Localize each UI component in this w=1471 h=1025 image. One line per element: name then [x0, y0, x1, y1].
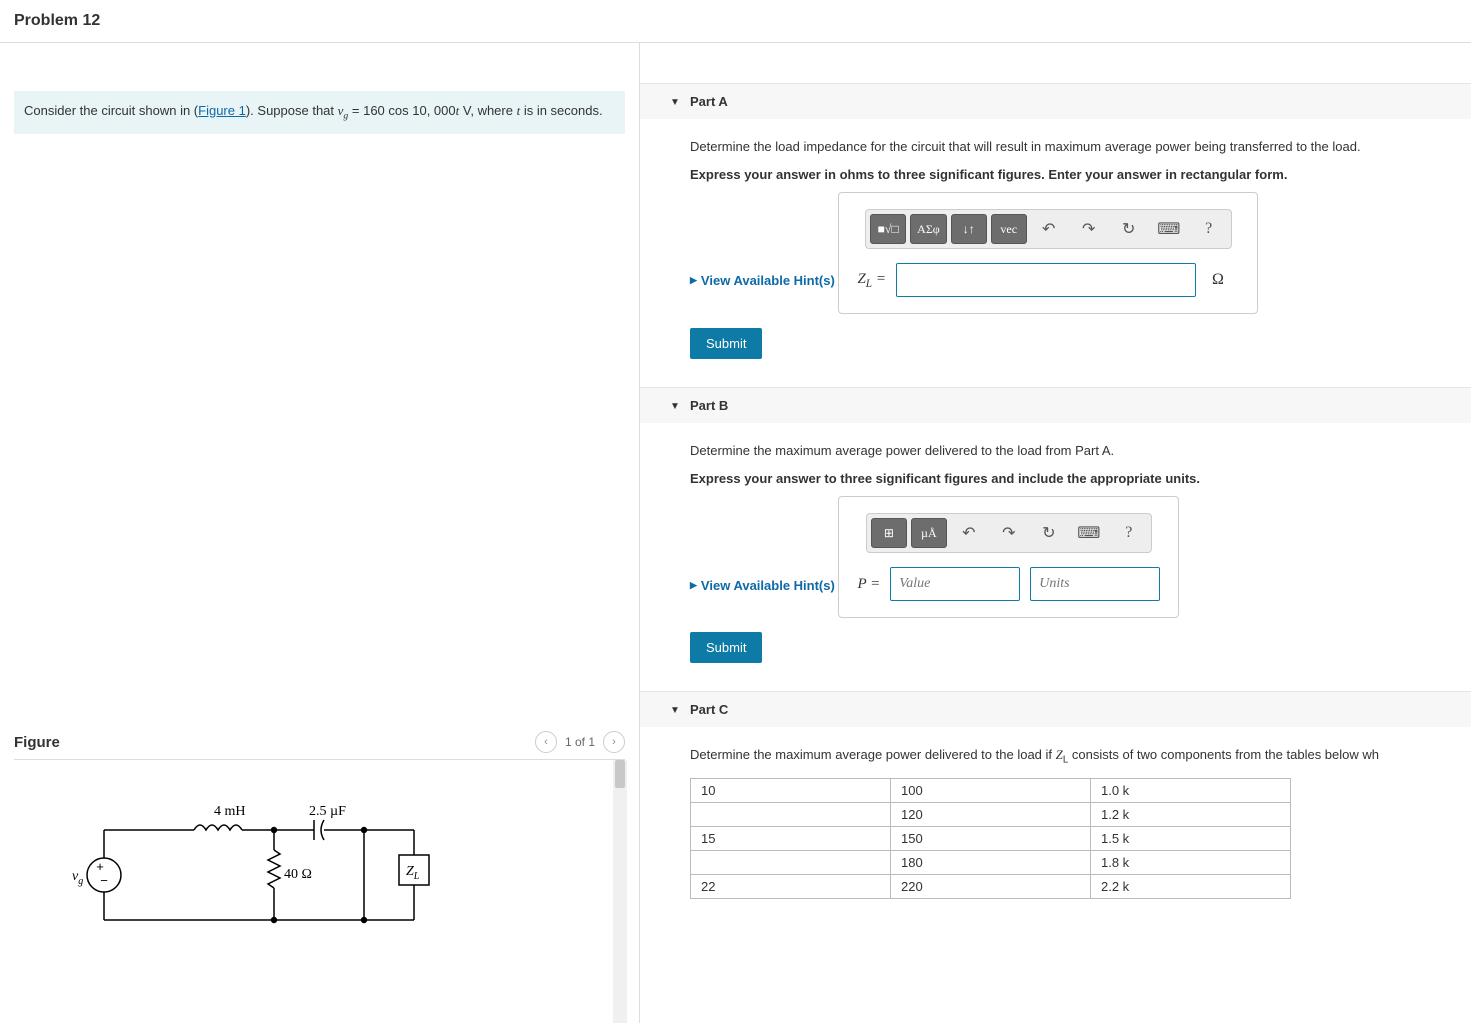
part-b-hints-link[interactable]: ▶ View Available Hint(s) [690, 578, 835, 593]
triangle-right-icon: ▶ [690, 275, 697, 286]
svg-text:−: − [100, 873, 108, 888]
table-cell [691, 851, 891, 875]
table-cell: 22 [691, 875, 891, 899]
table-cell: 10 [691, 779, 891, 803]
part-b-value-input[interactable] [890, 567, 1020, 601]
table-cell: 180 [891, 851, 1091, 875]
right-column: ▼ Part A Determine the load impedance fo… [640, 43, 1471, 1023]
table-cell: 1.0 k [1091, 779, 1291, 803]
triangle-right-icon: ▶ [690, 580, 697, 591]
table-cell: 2.2 k [1091, 875, 1291, 899]
table-cell: 120 [891, 803, 1091, 827]
table-row: 101001.0 k [691, 779, 1291, 803]
part-b-header[interactable]: ▼ Part B [640, 388, 1471, 423]
part-b-var-label: P = [857, 576, 880, 593]
pager-next-button[interactable]: › [603, 731, 625, 753]
problem-statement: Consider the circuit shown in (Figure 1)… [14, 91, 625, 134]
tool-button[interactable]: ΑΣφ [910, 214, 947, 244]
tool-button[interactable]: ↻ [1111, 214, 1147, 244]
part-c-header[interactable]: ▼ Part C [640, 692, 1471, 727]
part-b-instructions: Express your answer to three significant… [690, 469, 1457, 489]
table-cell: 220 [891, 875, 1091, 899]
part-a-question: Determine the load impedance for the cir… [690, 137, 1457, 157]
table-cell: 1.2 k [1091, 803, 1291, 827]
part-a: ▼ Part A Determine the load impedance fo… [640, 83, 1471, 387]
table-cell: 1.8 k [1091, 851, 1291, 875]
tool-button[interactable]: ↓↑ [951, 214, 987, 244]
tool-button[interactable]: ? [1111, 518, 1147, 548]
part-a-hints-link[interactable]: ▶ View Available Hint(s) [690, 273, 835, 288]
figure-link[interactable]: Figure 1 [198, 103, 246, 118]
tool-button[interactable]: ↷ [1071, 214, 1107, 244]
part-a-instructions: Express your answer in ohms to three sig… [690, 165, 1457, 185]
part-b: ▼ Part B Determine the maximum average p… [640, 387, 1471, 691]
part-b-answer-box: ⊞µÅ↶↷↻⌨? P = [838, 496, 1179, 618]
tool-button[interactable]: ? [1191, 214, 1227, 244]
tool-button[interactable]: ⌨ [1071, 518, 1107, 548]
table-cell: 150 [891, 827, 1091, 851]
equation: vg = 160 cos 10, 000t V [338, 103, 471, 118]
part-b-toolbar: ⊞µÅ↶↷↻⌨? [866, 513, 1152, 553]
circuit-diagram: 4 mH 2.5 µF 40 Ω + − vg ZL [14, 780, 474, 980]
part-b-units-input[interactable] [1030, 567, 1160, 601]
part-a-answer-box: ■√□ΑΣφ↓↑vec↶↷↻⌨? ZL = Ω [838, 192, 1258, 314]
table-row: 1801.8 k [691, 851, 1291, 875]
resistor-label: 40 Ω [284, 867, 312, 882]
inductor-label: 4 mH [214, 804, 246, 819]
table-cell: 100 [891, 779, 1091, 803]
figure-scrollbar[interactable] [613, 760, 627, 1023]
part-a-var-label: ZL = [857, 271, 885, 290]
part-a-unit: Ω [1212, 271, 1224, 289]
tool-button[interactable]: ⊞ [871, 518, 907, 548]
tool-button[interactable]: ↻ [1031, 518, 1067, 548]
figure-panel: Figure ‹ 1 of 1 › [0, 725, 639, 1023]
left-column: Consider the circuit shown in (Figure 1)… [0, 43, 640, 1023]
caret-down-icon: ▼ [670, 401, 680, 412]
table-row: 222202.2 k [691, 875, 1291, 899]
part-a-header[interactable]: ▼ Part A [640, 84, 1471, 119]
tool-button[interactable]: ↷ [991, 518, 1027, 548]
table-cell: 15 [691, 827, 891, 851]
part-c-question: Determine the maximum average power deli… [690, 745, 1457, 768]
table-cell [691, 803, 891, 827]
tool-button[interactable]: ↶ [1031, 214, 1067, 244]
scrollbar-thumb[interactable] [615, 760, 625, 788]
part-b-question: Determine the maximum average power deli… [690, 441, 1457, 461]
part-b-submit-button[interactable]: Submit [690, 632, 762, 663]
table-cell: 1.5 k [1091, 827, 1291, 851]
tool-button[interactable]: ↶ [951, 518, 987, 548]
figure-pager: ‹ 1 of 1 › [535, 731, 625, 753]
part-a-submit-button[interactable]: Submit [690, 328, 762, 359]
caret-down-icon: ▼ [670, 705, 680, 716]
part-a-toolbar: ■√□ΑΣφ↓↑vec↶↷↻⌨? [865, 209, 1232, 249]
pager-prev-button[interactable]: ‹ [535, 731, 557, 753]
capacitor-label: 2.5 µF [309, 804, 346, 819]
table-row: 151501.5 k [691, 827, 1291, 851]
tool-button[interactable]: vec [991, 214, 1027, 244]
caret-down-icon: ▼ [670, 97, 680, 108]
tool-button[interactable]: µÅ [911, 518, 947, 548]
problem-title: Problem 12 [14, 12, 1457, 30]
part-c-table: 101001.0 k1201.2 k151501.5 k1801.8 k2222… [690, 778, 1291, 899]
table-row: 1201.2 k [691, 803, 1291, 827]
part-a-input[interactable] [896, 263, 1196, 297]
tool-button[interactable]: ■√□ [870, 214, 906, 244]
tool-button[interactable]: ⌨ [1151, 214, 1187, 244]
part-c: ▼ Part C Determine the maximum average p… [640, 691, 1471, 927]
source-label: vg [72, 869, 83, 887]
figure-title: Figure [14, 734, 60, 751]
svg-text:+: + [96, 859, 104, 874]
problem-header: Problem 12 [0, 0, 1471, 43]
